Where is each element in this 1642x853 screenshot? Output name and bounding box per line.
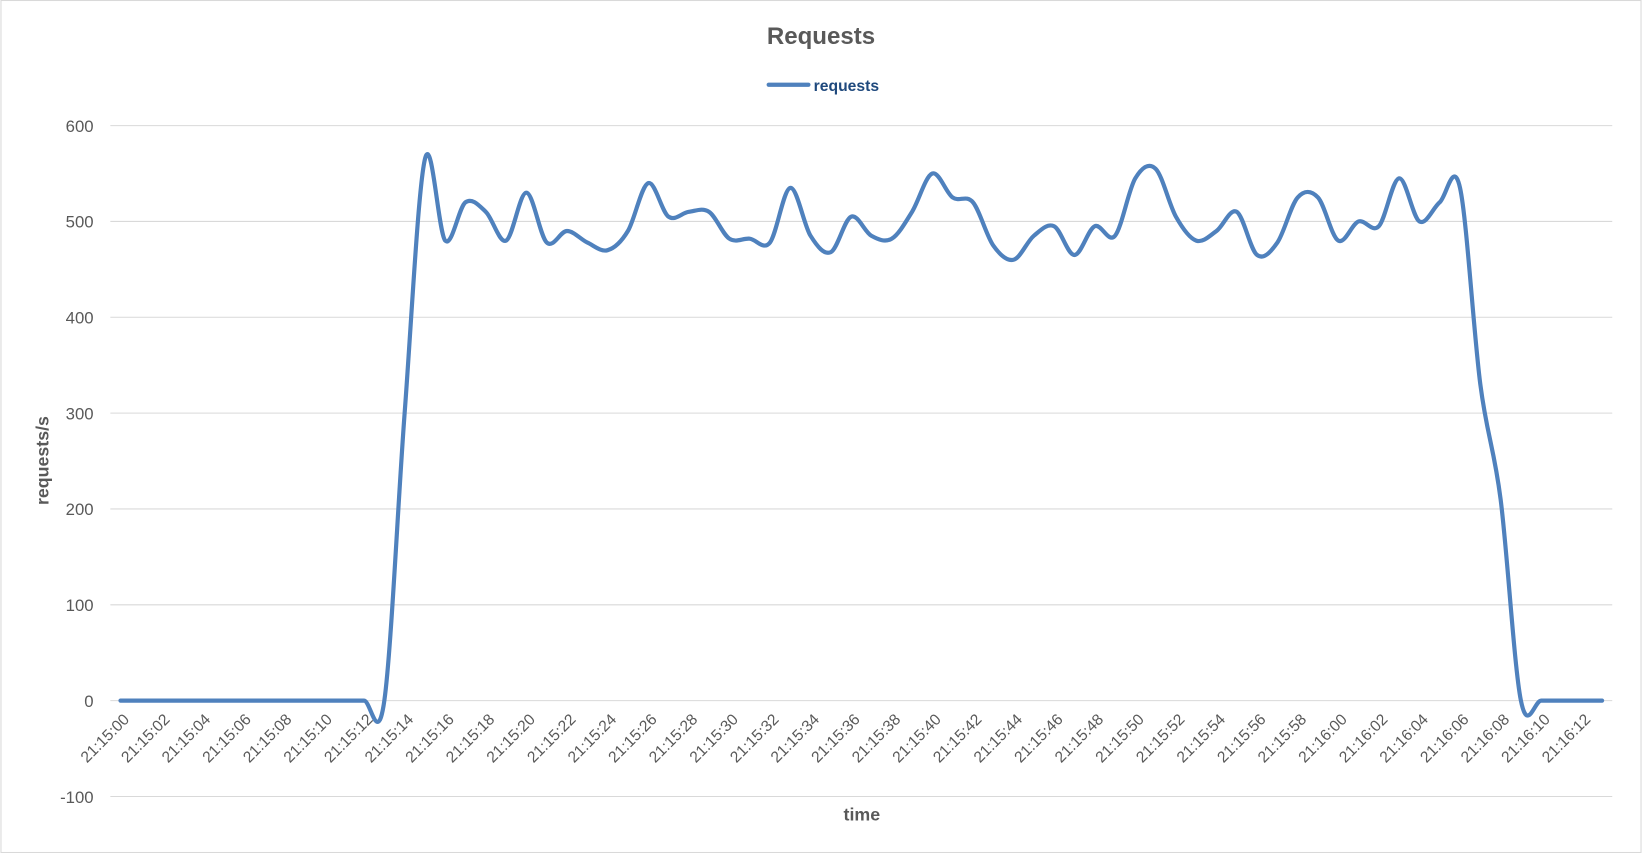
y-tick-label: 0 <box>84 692 93 711</box>
series-line <box>118 152 1605 724</box>
chart-title: Requests <box>767 23 875 50</box>
y-axis-title: requests/s <box>33 416 53 505</box>
y-tick-label: 400 <box>66 309 94 328</box>
y-tick-label: 500 <box>66 213 94 232</box>
y-tick-label: 300 <box>66 404 94 423</box>
y-tick-label: 100 <box>66 596 94 615</box>
legend-label: requests <box>814 78 880 95</box>
y-tick-label: -100 <box>60 788 94 807</box>
x-axis-title: time <box>844 805 881 825</box>
y-tick-label: 600 <box>66 117 94 136</box>
y-tick-label: 200 <box>66 500 94 519</box>
